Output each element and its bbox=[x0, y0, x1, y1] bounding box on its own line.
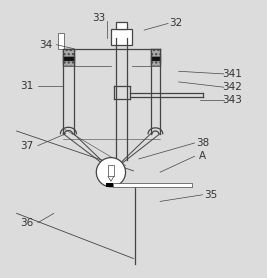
Bar bbox=[151, 57, 161, 61]
Bar bbox=[63, 57, 75, 61]
Bar bbox=[106, 183, 113, 187]
Circle shape bbox=[96, 158, 125, 187]
Text: 36: 36 bbox=[21, 218, 34, 228]
Bar bbox=[63, 61, 75, 66]
Bar bbox=[116, 22, 127, 29]
Text: 342: 342 bbox=[222, 82, 242, 92]
Bar bbox=[63, 49, 75, 57]
Text: 31: 31 bbox=[21, 81, 34, 91]
Bar bbox=[151, 49, 161, 57]
Text: 33: 33 bbox=[92, 13, 105, 23]
Text: 343: 343 bbox=[222, 95, 242, 105]
Text: 35: 35 bbox=[204, 190, 217, 200]
Bar bbox=[113, 183, 192, 187]
Bar bbox=[151, 61, 161, 66]
Text: 32: 32 bbox=[169, 18, 183, 28]
Text: 38: 38 bbox=[196, 138, 209, 148]
Text: 34: 34 bbox=[39, 40, 53, 50]
Text: A: A bbox=[199, 151, 206, 161]
Text: 341: 341 bbox=[222, 69, 242, 79]
Text: 37: 37 bbox=[21, 141, 34, 151]
Bar bbox=[108, 165, 114, 177]
Bar bbox=[58, 33, 64, 49]
Bar bbox=[111, 29, 132, 45]
